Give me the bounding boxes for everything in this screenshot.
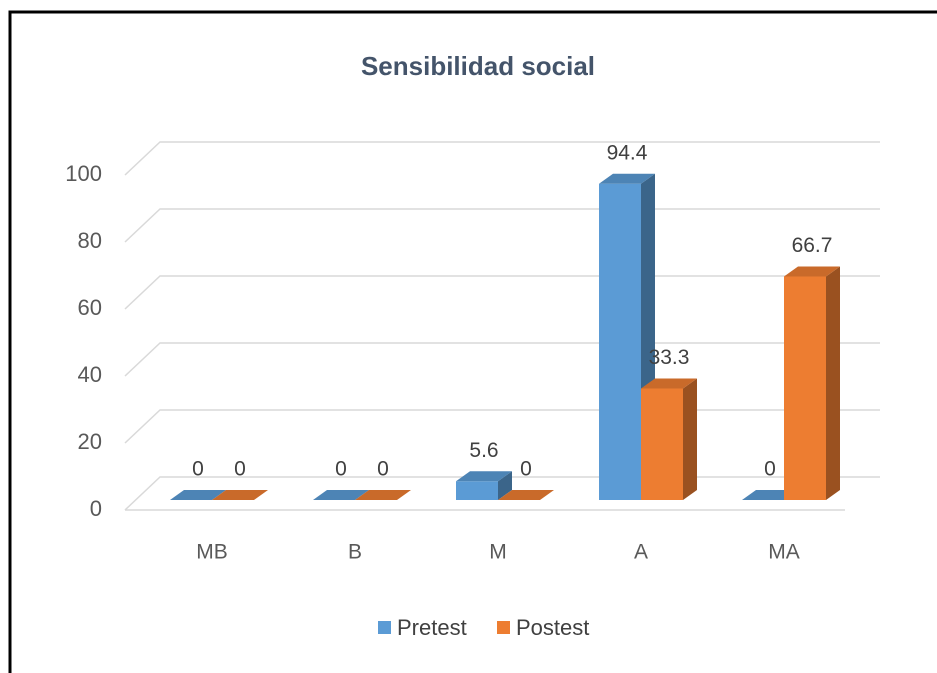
legend-label: Pretest (397, 615, 467, 640)
legend-swatch (378, 621, 391, 634)
bar-top (599, 173, 655, 184)
bar (498, 490, 554, 500)
x-tick-label: M (489, 541, 507, 564)
bar (313, 490, 369, 500)
y-tick-label: 60 (78, 295, 102, 320)
x-tick-label: A (634, 541, 648, 564)
bar (170, 490, 226, 500)
bar-top (212, 490, 268, 500)
bar-side (498, 471, 512, 500)
value-label: 5.6 (469, 439, 498, 462)
bar-top (170, 490, 226, 500)
x-tick-label: MB (196, 541, 228, 564)
value-label: 0 (520, 458, 532, 481)
bar-side (683, 378, 697, 500)
bar-side (826, 266, 840, 500)
value-label: 33.3 (649, 346, 690, 369)
y-tick-label: 0 (90, 496, 102, 521)
bar-top (498, 490, 554, 500)
value-label: 0 (335, 458, 347, 481)
value-label: 0 (377, 458, 389, 481)
bar-front (599, 183, 641, 500)
value-label: 0 (192, 458, 204, 481)
bar-top (456, 471, 512, 482)
value-label: 0 (234, 458, 246, 481)
x-tick-label: MA (768, 541, 800, 564)
bar (456, 471, 512, 500)
legend-label: Postest (516, 615, 589, 640)
bar-top (784, 266, 840, 277)
y-tick-label: 80 (78, 228, 102, 253)
bar-front (784, 276, 826, 500)
bar (355, 490, 411, 500)
value-label: 66.7 (792, 234, 833, 257)
bar-top (313, 490, 369, 500)
bar (641, 378, 697, 500)
y-tick-label: 20 (78, 429, 102, 454)
legend-swatch (497, 621, 510, 634)
bar-top (355, 490, 411, 500)
x-tick-label: B (348, 541, 362, 564)
grid-line (124, 141, 880, 176)
bar-front (641, 388, 683, 500)
bar (212, 490, 268, 500)
value-label: 94.4 (607, 141, 648, 164)
bar (784, 266, 840, 500)
bar-front (456, 481, 498, 500)
y-tick-label: 100 (65, 161, 102, 186)
bar-top (641, 378, 697, 389)
y-tick-label: 40 (78, 362, 102, 387)
chart-title: Sensibilidad social (361, 51, 595, 81)
value-label: 0 (764, 458, 776, 481)
